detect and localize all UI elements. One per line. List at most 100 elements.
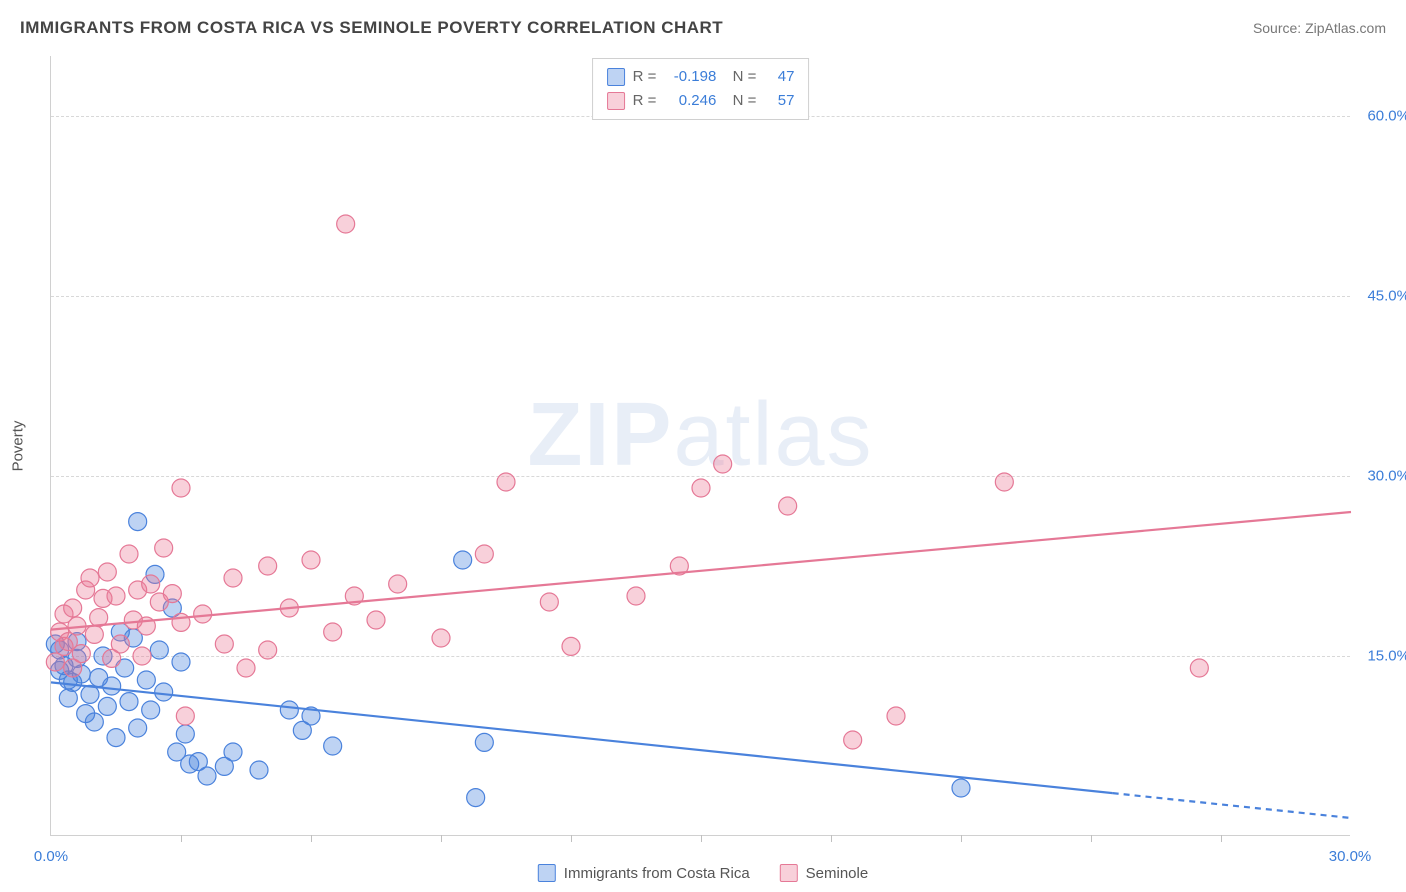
bottom-legend: Immigrants from Costa Rica Seminole — [538, 864, 868, 882]
data-point — [142, 575, 160, 593]
data-point — [137, 671, 155, 689]
legend-label-blue: Immigrants from Costa Rica — [564, 865, 750, 882]
data-point — [215, 635, 233, 653]
data-point — [952, 779, 970, 797]
data-point — [324, 623, 342, 641]
data-point — [224, 743, 242, 761]
data-point — [155, 539, 173, 557]
data-point — [337, 215, 355, 233]
x-tick — [701, 835, 702, 842]
data-point — [85, 713, 103, 731]
data-point — [172, 653, 190, 671]
data-point — [176, 707, 194, 725]
x-tick — [441, 835, 442, 842]
stat-n-pink: 57 — [764, 89, 794, 113]
data-point — [844, 731, 862, 749]
data-point — [1190, 659, 1208, 677]
data-point — [302, 551, 320, 569]
trendline — [51, 512, 1351, 630]
data-point — [324, 737, 342, 755]
data-point — [176, 725, 194, 743]
legend-swatch-blue-icon — [538, 864, 556, 882]
scatter-svg — [51, 56, 1350, 835]
data-point — [497, 473, 515, 491]
y-tick-label: 45.0% — [1355, 288, 1406, 305]
data-point — [85, 625, 103, 643]
data-point — [103, 677, 121, 695]
data-point — [540, 593, 558, 611]
data-point — [224, 569, 242, 587]
data-point — [81, 569, 99, 587]
stat-r-pink: 0.246 — [664, 89, 716, 113]
legend-item-blue: Immigrants from Costa Rica — [538, 864, 750, 882]
data-point — [475, 733, 493, 751]
data-point — [887, 707, 905, 725]
data-point — [129, 719, 147, 737]
x-tick — [311, 835, 312, 842]
x-tick — [181, 835, 182, 842]
swatch-blue-icon — [607, 68, 625, 86]
stat-n-blue: 47 — [764, 65, 794, 89]
data-point — [454, 551, 472, 569]
source-label: Source: ZipAtlas.com — [1253, 20, 1386, 36]
legend-swatch-pink-icon — [780, 864, 798, 882]
y-tick-label: 15.0% — [1355, 648, 1406, 665]
stats-row-blue: R = -0.198 N = 47 — [607, 65, 795, 89]
stat-r-blue: -0.198 — [664, 65, 716, 89]
data-point — [995, 473, 1013, 491]
legend-label-pink: Seminole — [806, 865, 869, 882]
data-point — [107, 729, 125, 747]
data-point — [107, 587, 125, 605]
data-point — [714, 455, 732, 473]
x-tick — [571, 835, 572, 842]
data-point — [367, 611, 385, 629]
data-point — [120, 693, 138, 711]
x-tick-label-max: 30.0% — [1329, 848, 1372, 865]
x-tick — [1091, 835, 1092, 842]
data-point — [172, 613, 190, 631]
stat-r-label: R = — [633, 89, 657, 113]
stat-n-label: N = — [724, 65, 756, 89]
data-point — [72, 645, 90, 663]
stat-r-label: R = — [633, 65, 657, 89]
data-point — [250, 761, 268, 779]
data-point — [155, 683, 173, 701]
data-point — [98, 697, 116, 715]
data-point — [259, 557, 277, 575]
stats-row-pink: R = 0.246 N = 57 — [607, 89, 795, 113]
swatch-pink-icon — [607, 92, 625, 110]
data-point — [779, 497, 797, 515]
x-tick — [961, 835, 962, 842]
data-point — [389, 575, 407, 593]
data-point — [150, 641, 168, 659]
data-point — [692, 479, 710, 497]
trendline-dashed — [1113, 793, 1351, 818]
x-tick-label-min: 0.0% — [34, 848, 68, 865]
data-point — [562, 637, 580, 655]
data-point — [120, 545, 138, 563]
data-point — [142, 701, 160, 719]
x-tick — [1221, 835, 1222, 842]
data-point — [64, 599, 82, 617]
data-point — [163, 585, 181, 603]
y-tick-label: 30.0% — [1355, 468, 1406, 485]
data-point — [172, 479, 190, 497]
data-point — [467, 789, 485, 807]
legend-item-pink: Seminole — [780, 864, 869, 882]
data-point — [98, 563, 116, 581]
data-point — [475, 545, 493, 563]
data-point — [259, 641, 277, 659]
chart-plot-area: ZIPatlas 15.0%30.0%45.0%60.0% R = -0.198… — [50, 56, 1350, 836]
stats-legend-box: R = -0.198 N = 47 R = 0.246 N = 57 — [592, 58, 810, 120]
data-point — [627, 587, 645, 605]
data-point — [129, 513, 147, 531]
data-point — [111, 635, 129, 653]
stat-n-label: N = — [724, 89, 756, 113]
data-point — [280, 701, 298, 719]
x-tick — [831, 835, 832, 842]
data-point — [237, 659, 255, 677]
chart-title: IMMIGRANTS FROM COSTA RICA VS SEMINOLE P… — [20, 18, 723, 38]
data-point — [133, 647, 151, 665]
data-point — [194, 605, 212, 623]
y-tick-label: 60.0% — [1355, 108, 1406, 125]
